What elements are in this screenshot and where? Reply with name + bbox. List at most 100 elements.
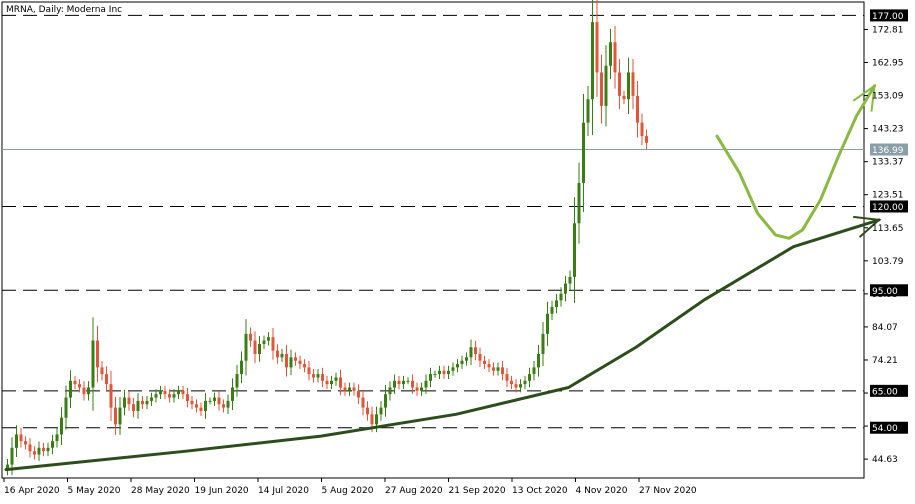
candle-body — [46, 447, 50, 452]
candle-body — [393, 380, 396, 388]
candle-body — [334, 377, 338, 381]
candle-body — [613, 42, 617, 73]
candle — [285, 344, 288, 377]
candle-body — [411, 380, 414, 388]
candle — [384, 385, 387, 417]
x-tick-label: 19 Jun 2020 — [195, 486, 249, 496]
candle-body — [78, 384, 81, 388]
candle — [640, 113, 644, 146]
candle-body — [361, 397, 365, 408]
candle — [253, 331, 257, 364]
candle-body — [123, 397, 126, 408]
x-tick-label: 4 Nov 2020 — [576, 486, 628, 496]
candle-body — [586, 99, 590, 123]
candle-body — [510, 380, 513, 385]
candle — [591, 0, 594, 136]
candle — [109, 370, 113, 421]
candle — [190, 395, 194, 410]
candle-body — [573, 223, 576, 277]
candle — [15, 425, 18, 457]
candle — [469, 339, 473, 366]
candle-body — [33, 451, 36, 455]
candle-body — [109, 384, 113, 408]
projection-lines — [4, 83, 882, 472]
candle — [123, 389, 126, 416]
price-tag-label: 54.00 — [872, 424, 898, 434]
candle — [546, 301, 549, 346]
candle-body — [105, 374, 108, 385]
candle — [393, 374, 396, 394]
candle-body — [208, 400, 212, 402]
candle — [600, 54, 603, 124]
candle — [276, 344, 279, 364]
candle — [604, 45, 608, 127]
price-tag — [870, 421, 908, 434]
candle — [64, 385, 68, 430]
candle-body — [514, 384, 518, 388]
candle — [307, 361, 311, 381]
candle — [217, 391, 221, 411]
candle — [460, 355, 464, 369]
candle-body — [195, 404, 198, 408]
candle-body — [564, 283, 567, 294]
price-tag-label: 95.00 — [872, 287, 898, 297]
candle — [60, 407, 63, 445]
candle — [240, 351, 243, 384]
candle-body — [10, 447, 14, 465]
candle-body — [442, 370, 446, 375]
candle-body — [186, 394, 189, 401]
candle — [87, 381, 90, 401]
candle-body — [420, 387, 423, 391]
candle — [631, 59, 635, 110]
y-tick-label: 84.07 — [872, 323, 898, 333]
candle-body — [546, 313, 549, 334]
candle — [55, 428, 59, 448]
candle — [204, 393, 207, 419]
candle — [51, 434, 54, 455]
candle-body — [456, 364, 459, 368]
candle — [325, 375, 329, 390]
candle — [127, 391, 131, 411]
candle-body — [60, 417, 63, 435]
candle — [235, 364, 239, 397]
x-tick-label: 27 Nov 2020 — [639, 486, 697, 496]
candle — [573, 197, 576, 303]
candle-body — [600, 72, 603, 106]
candle-body — [154, 394, 158, 398]
x-tick-label: 16 Apr 2020 — [4, 486, 60, 496]
candle-body — [559, 293, 563, 301]
y-tick-label: 44.63 — [872, 455, 898, 465]
y-tick-label: 133.37 — [872, 158, 904, 168]
candle-body — [244, 333, 248, 361]
candle — [555, 294, 558, 314]
candle-body — [631, 72, 635, 96]
candle-body — [339, 377, 342, 388]
candle-body — [132, 404, 135, 411]
candle-body — [150, 397, 153, 401]
candle — [564, 275, 567, 302]
candle — [303, 359, 306, 373]
candle — [357, 384, 360, 404]
candle-body — [114, 407, 117, 425]
candle — [222, 399, 225, 413]
candle-body — [379, 407, 383, 415]
candle-body — [397, 380, 401, 385]
candle — [6, 458, 9, 476]
candle-body — [366, 407, 369, 415]
candle-body — [190, 400, 194, 405]
candle-body — [375, 414, 378, 425]
candle-body — [294, 357, 297, 361]
candle-body — [271, 337, 275, 351]
candle-body — [348, 387, 351, 391]
candle-body — [357, 390, 360, 398]
candle — [433, 370, 437, 378]
candle — [429, 367, 432, 388]
candle-body — [433, 374, 437, 376]
uptrend-curve-arrowhead — [853, 215, 882, 238]
candle — [321, 367, 324, 388]
candle — [487, 359, 491, 373]
candle — [582, 93, 585, 212]
candle — [613, 26, 617, 89]
price-tag — [870, 200, 908, 213]
